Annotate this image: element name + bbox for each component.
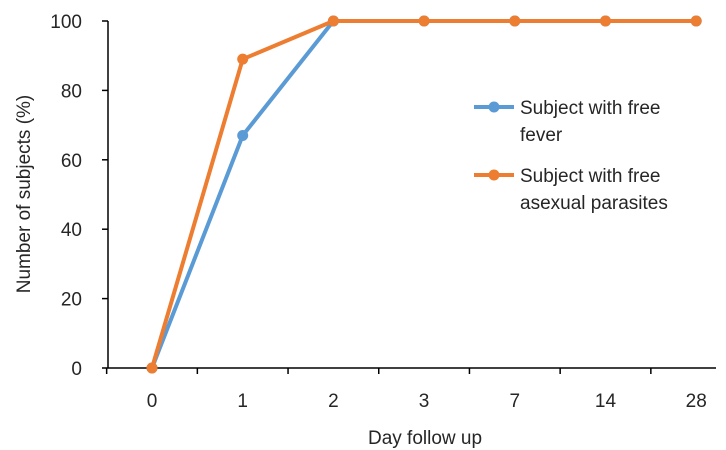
- data-point: [418, 15, 430, 27]
- data-point: [237, 130, 249, 142]
- series-layer: [146, 15, 702, 374]
- y-tick-label: 20: [61, 290, 82, 311]
- data-point: [600, 15, 611, 27]
- x-tick-label: 1: [237, 391, 248, 412]
- legend-entry-2: Subject with free asexual parasites: [474, 166, 668, 214]
- x-tick-label: 7: [510, 391, 521, 412]
- y-axis-title: Number of subjects (%): [14, 95, 35, 294]
- y-tick-label: 80: [61, 81, 82, 102]
- legend-label: asexual parasites: [520, 193, 668, 214]
- data-point: [509, 15, 521, 27]
- y-tick-label: 100: [50, 12, 82, 33]
- data-point: [237, 53, 249, 65]
- legend-swatch-marker: [488, 169, 500, 181]
- y-tick-label: 0: [71, 359, 82, 380]
- legend-label: Subject with free: [520, 98, 660, 119]
- data-point: [327, 15, 339, 27]
- data-point: [146, 362, 158, 374]
- axes: [107, 21, 716, 369]
- x-tick-label: 0: [147, 391, 158, 412]
- legend-entry-1: Subject with free fever: [474, 98, 660, 146]
- x-tick-label: 3: [419, 391, 430, 412]
- x-axis-title: Day follow up: [368, 428, 482, 449]
- x-tick-label: 28: [686, 391, 707, 412]
- y-tick-label: 60: [61, 151, 82, 172]
- x-axis-ticks: 0 1 2 3 7 14 28: [105, 368, 707, 412]
- legend-swatch-marker: [488, 101, 500, 113]
- series-2: [146, 15, 702, 374]
- legend: Subject with free fever Subject with free a…: [474, 98, 668, 214]
- y-axis-ticks: 0 20 40 60 80 100: [50, 12, 108, 380]
- y-tick-label: 40: [61, 220, 82, 241]
- x-tick-label: 2: [328, 391, 339, 412]
- legend-label: fever: [520, 125, 563, 146]
- legend-label: Subject with free: [520, 166, 660, 187]
- x-tick-label: 14: [595, 391, 617, 412]
- data-point: [690, 15, 702, 27]
